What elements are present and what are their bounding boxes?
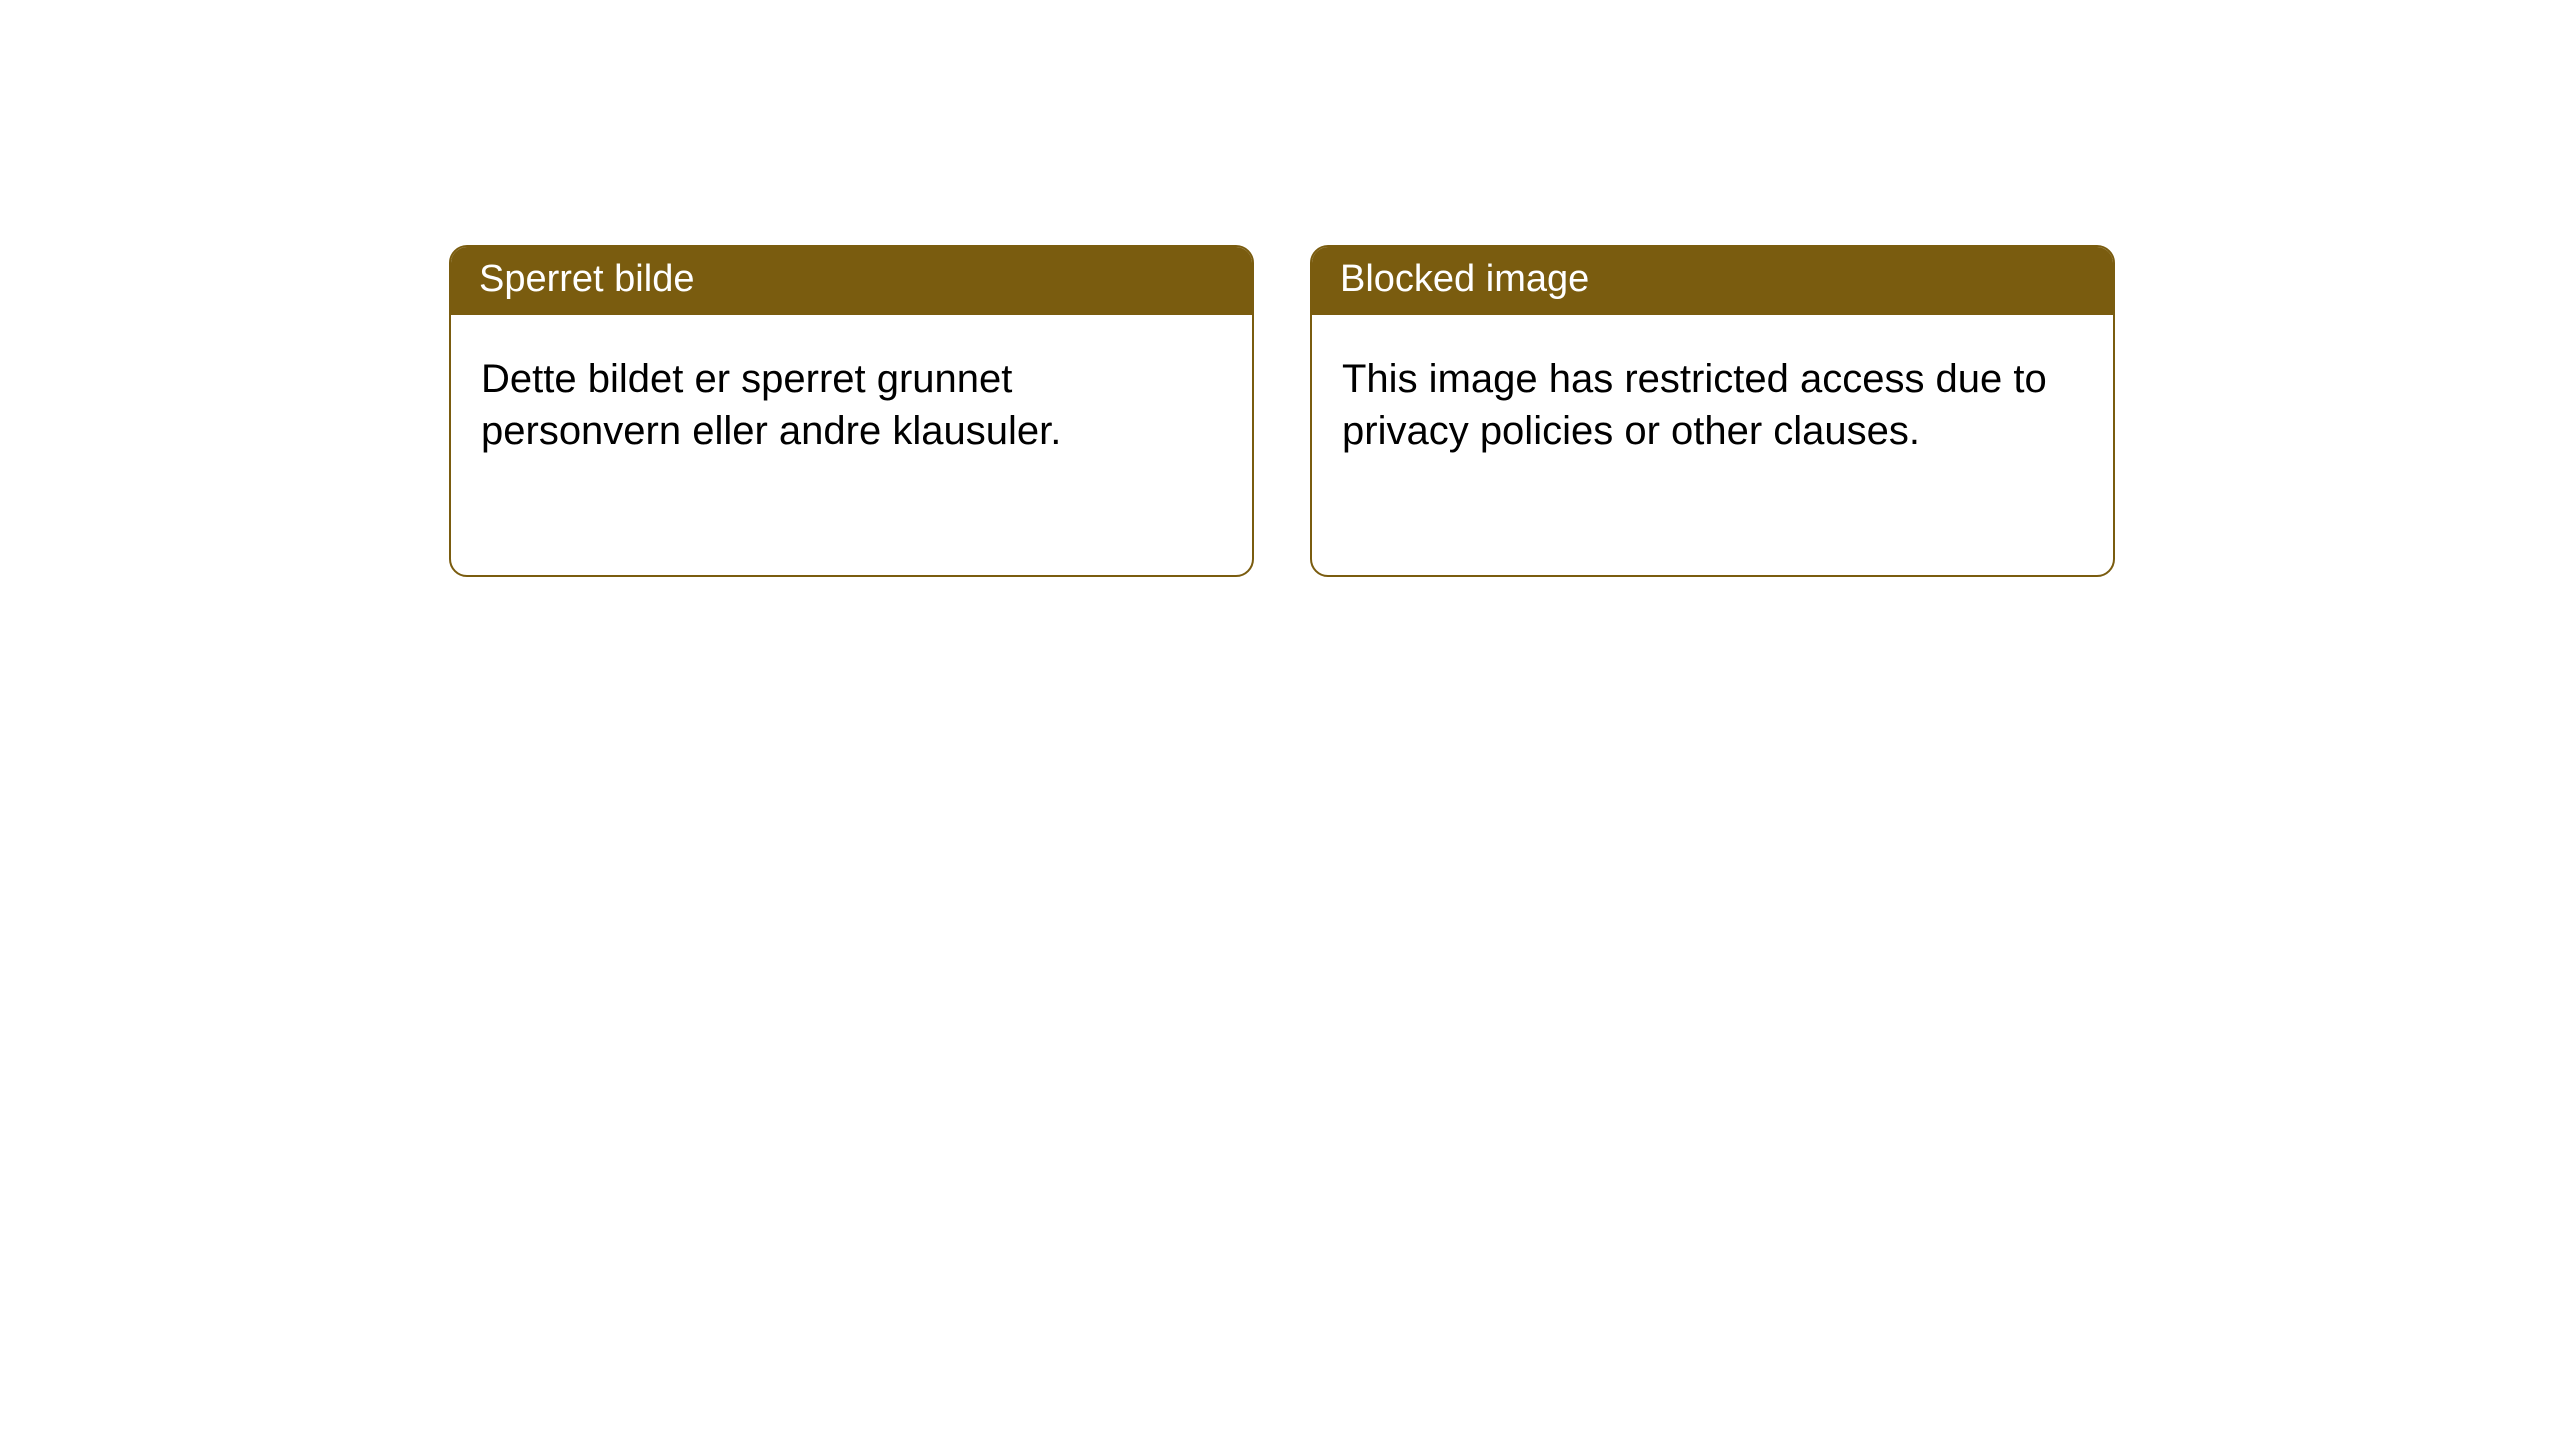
card-norwegian: Sperret bilde Dette bildet er sperret gr… bbox=[449, 245, 1254, 577]
card-body: Dette bildet er sperret grunnet personve… bbox=[451, 315, 1252, 575]
card-body: This image has restricted access due to … bbox=[1312, 315, 2113, 575]
card-english: Blocked image This image has restricted … bbox=[1310, 245, 2115, 577]
card-header: Blocked image bbox=[1312, 247, 2113, 315]
cards-container: Sperret bilde Dette bildet er sperret gr… bbox=[0, 0, 2560, 577]
card-header: Sperret bilde bbox=[451, 247, 1252, 315]
